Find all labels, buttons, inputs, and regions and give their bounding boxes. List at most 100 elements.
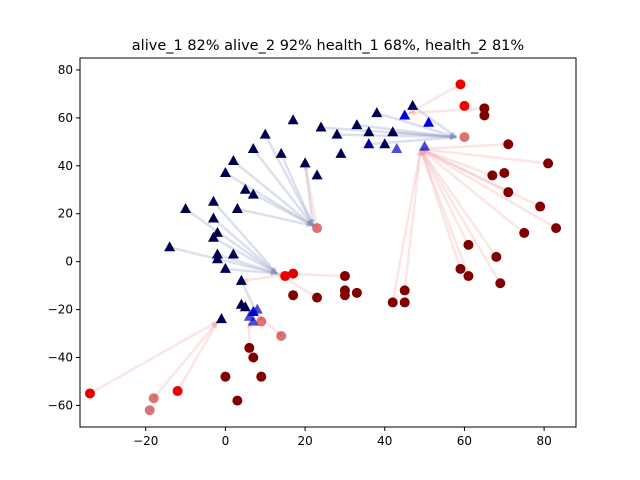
arrow-line — [280, 153, 315, 227]
triangle-point — [379, 138, 391, 149]
arrow-head — [420, 149, 427, 156]
arrow-head — [306, 219, 314, 226]
circle-point — [459, 132, 470, 143]
circle-point — [256, 371, 267, 382]
arrow-line — [420, 143, 509, 151]
triangle-point — [219, 167, 231, 178]
circle-point — [312, 223, 323, 234]
triangle-point — [211, 253, 223, 264]
circle-point — [491, 251, 502, 262]
circle-point — [455, 79, 466, 90]
x-tick-label: 40 — [377, 434, 392, 448]
circle-point — [463, 239, 474, 250]
arrow-line — [419, 148, 525, 234]
arrow-line — [225, 267, 278, 275]
triangle-point — [387, 126, 399, 137]
arrow-line — [392, 131, 457, 139]
arrow-head — [450, 133, 457, 140]
circle-point — [339, 271, 350, 282]
circle-point — [503, 187, 514, 198]
arrow-head — [241, 276, 249, 283]
circle-point — [280, 271, 291, 282]
arrow-head — [416, 149, 423, 156]
arrow-line — [376, 111, 457, 139]
triangle-point — [211, 226, 223, 237]
arrow-line — [89, 320, 219, 395]
triangle-point — [207, 195, 219, 206]
arrow-line — [212, 236, 278, 275]
arrow-head — [449, 132, 457, 139]
arrow-head — [420, 149, 427, 157]
arrow-line — [420, 147, 509, 194]
arrow-head — [270, 267, 278, 274]
circle-point — [499, 168, 510, 179]
circle-point — [519, 227, 530, 238]
axes: −20 0 20 40 60 80 −60 −40 −20 0 20 40 60 80 — [48, 63, 552, 448]
triangle-point — [335, 147, 347, 158]
triangle-point — [227, 248, 239, 259]
arrow-line — [264, 134, 315, 227]
x-tick-label: 20 — [297, 434, 312, 448]
triangle-point — [231, 202, 243, 213]
circle-point — [220, 371, 231, 382]
triangle-point — [275, 147, 287, 158]
arrow-head — [211, 321, 218, 329]
x-tick-label: −20 — [133, 434, 158, 448]
arrow-head — [306, 218, 314, 226]
arrow-head — [408, 107, 416, 114]
triangle-point — [247, 143, 259, 154]
arrow-line — [356, 123, 457, 139]
arrow-line — [408, 83, 462, 115]
arrow-line — [320, 126, 457, 139]
arrow-line — [403, 148, 422, 291]
triangle-point — [235, 274, 247, 285]
arrow-head — [270, 266, 278, 274]
triangle-point — [207, 212, 219, 223]
triangle-point — [247, 315, 259, 326]
circle-point — [459, 100, 470, 111]
triangle-point — [351, 119, 363, 130]
arrow-head — [270, 270, 278, 277]
circle-point — [148, 393, 159, 404]
y-tick-label: −40 — [48, 351, 73, 365]
arrow-line — [217, 253, 278, 275]
y-tick-label: −20 — [48, 303, 73, 317]
arrow-line — [237, 207, 314, 227]
x-tick-label: 60 — [457, 434, 472, 448]
circle-point — [387, 297, 398, 308]
arrow-head — [449, 130, 457, 138]
arrow-head — [210, 321, 218, 328]
circle-point — [551, 223, 562, 234]
arrow-head — [270, 267, 278, 274]
triangle-point — [215, 313, 227, 324]
circle-point — [256, 316, 267, 327]
triangle-point — [407, 99, 419, 110]
triangle-point — [363, 138, 375, 149]
arrow-line — [212, 217, 279, 275]
arrow-line — [152, 320, 219, 400]
arrow-line — [252, 148, 315, 227]
triangle-point — [315, 121, 327, 132]
triangle-point — [251, 303, 263, 314]
triangle-point — [287, 114, 299, 125]
circle-point — [288, 290, 299, 301]
y-tick-label: 80 — [58, 63, 73, 77]
arrow-head — [420, 149, 427, 157]
y-tick-label: 40 — [58, 159, 73, 173]
triangle-point — [227, 155, 239, 166]
triangle-point — [164, 241, 176, 252]
circle-point — [248, 352, 259, 363]
circle-point — [399, 297, 410, 308]
triangle-point — [419, 140, 431, 151]
y-tick-label: −60 — [48, 398, 73, 412]
arrow-head — [270, 269, 278, 276]
circle-point — [244, 342, 255, 353]
triangle-point — [219, 262, 231, 273]
arrow-head — [306, 221, 314, 228]
arrow-head — [307, 218, 314, 226]
arrow-head — [307, 218, 314, 226]
arrow-line — [408, 107, 485, 115]
arrow-head — [449, 134, 457, 141]
circle-point — [339, 290, 350, 301]
